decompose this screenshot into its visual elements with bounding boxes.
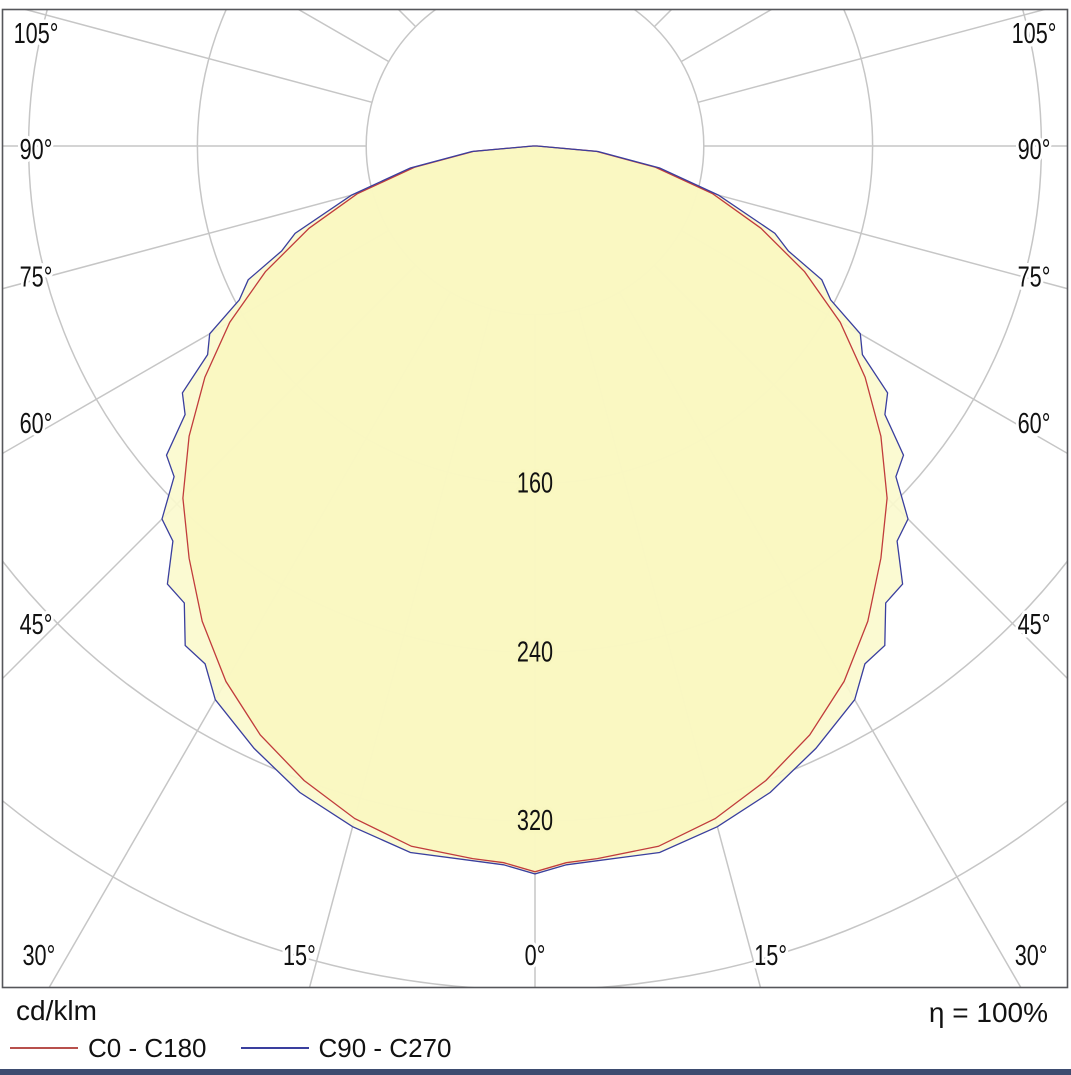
angle-label: 105° xyxy=(14,18,59,50)
curve-c0-c180-fill xyxy=(182,146,888,872)
radial-grid-line xyxy=(697,9,1048,104)
angle-label: 45° xyxy=(1018,609,1051,641)
unit-label: cd/klm xyxy=(16,995,97,1026)
angle-label: 30° xyxy=(22,940,55,972)
angle-label: 75° xyxy=(1018,262,1051,294)
angle-label: 0° xyxy=(525,940,546,972)
legend-item-c0-c180: C0 - C180 xyxy=(10,1033,207,1063)
legend-line-c90-c270-icon xyxy=(240,1047,309,1049)
legend-line-c0-c180-icon xyxy=(10,1047,78,1049)
angle-label: 90° xyxy=(20,134,53,166)
angle-label: 60° xyxy=(20,408,53,440)
curve-c0-c180 xyxy=(182,145,888,873)
polar-chart: 160 240 320 0° 15° 15° 30° 30° 45° 45° 60° 60° 75° 75… xyxy=(1,8,1069,989)
radial-grid-line xyxy=(697,188,1068,290)
plot-frame xyxy=(1,8,1069,989)
curve-c90-c270 xyxy=(161,145,909,875)
radial-grid-line xyxy=(22,9,373,104)
angle-label: 75° xyxy=(20,262,53,294)
legend-label-c90-c270: C90 - C270 xyxy=(318,1033,452,1063)
angle-label: 45° xyxy=(20,609,53,641)
angle-label: 15° xyxy=(283,940,316,972)
angle-label: 15° xyxy=(754,940,787,972)
efficiency-label: η = 100% xyxy=(928,997,1048,1028)
legend: C0 - C180 C90 - C270 xyxy=(10,1033,452,1063)
ring-tick-label: 160 xyxy=(517,468,553,500)
ring-tick-label: 320 xyxy=(517,805,553,837)
angle-label: 60° xyxy=(1018,408,1051,440)
radial-grid-line xyxy=(2,188,373,290)
bottom-accent-bar xyxy=(0,1069,1071,1075)
angle-label: 105° xyxy=(1012,18,1057,50)
angle-label: 30° xyxy=(1015,940,1048,972)
legend-label-c0-c180: C0 - C180 xyxy=(88,1033,207,1063)
angle-label: 90° xyxy=(1018,134,1051,166)
ring-tick-label: 240 xyxy=(517,637,553,669)
plot-area xyxy=(2,9,1068,988)
legend-item-c90-c270: C90 - C270 xyxy=(240,1033,452,1063)
